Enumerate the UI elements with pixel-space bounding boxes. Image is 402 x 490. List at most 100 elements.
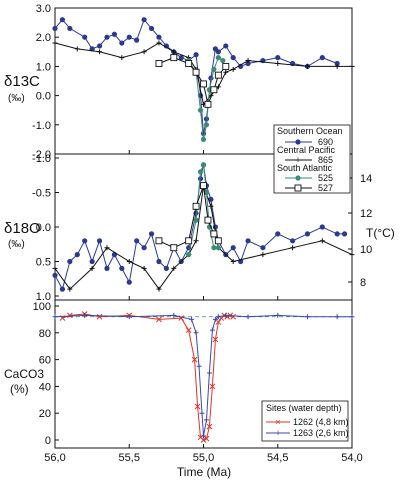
legend-marker-865: +	[295, 155, 300, 165]
data-point-527	[200, 80, 207, 88]
y-tick-label: 3.0	[36, 3, 51, 15]
series-line-1263	[54, 314, 352, 437]
legend-label-690: 690	[318, 137, 333, 147]
data-point-865	[74, 46, 80, 52]
data-point-690	[238, 63, 244, 69]
data-point-690	[119, 40, 125, 46]
panel-d13c: 3.0 2.0 1.0 0.0 -1.0 -2.0 δ13C (‰)	[4, 3, 355, 161]
data-point-690	[197, 176, 204, 182]
data-point-690	[208, 196, 214, 202]
data-point-865	[67, 286, 73, 292]
legend-marker-527	[294, 184, 302, 192]
data-point-1262	[206, 423, 213, 430]
data-point-527	[210, 86, 218, 94]
temperature-axis-label: T(°C)	[366, 226, 395, 240]
data-point-525	[215, 245, 221, 251]
x-tick-label: 56,0	[44, 452, 65, 464]
y2-tick-label: 10	[360, 244, 372, 256]
caco3-axis-label: CaCO3	[4, 367, 44, 381]
data-point-1262	[200, 437, 207, 443]
data-point-525	[200, 136, 207, 142]
d18o-axis-unit: (‰)	[8, 239, 25, 250]
data-point-865	[193, 238, 199, 244]
isotope-legend-box	[273, 124, 351, 194]
data-point-527	[204, 216, 212, 224]
data-point-527	[222, 62, 230, 70]
data-point-690	[67, 25, 73, 32]
data-point-690	[126, 279, 132, 285]
data-point-527	[155, 60, 163, 67]
data-point-690	[148, 25, 155, 32]
data-point-1262	[156, 316, 162, 323]
data-point-1262	[96, 313, 103, 320]
data-point-690	[215, 49, 221, 55]
panel-d18o: -1.0 -0.5 0.0 0.5 1.0 8 10 12 14 δ18O (‰) T(°C)	[4, 153, 395, 303]
data-point-865	[171, 265, 177, 271]
data-point-690	[156, 258, 162, 265]
data-point-690	[178, 55, 184, 61]
data-point-1262	[185, 327, 192, 333]
data-point-1262	[191, 356, 198, 363]
y-tick-label: 2.0	[36, 32, 51, 44]
legend-label-865: 865	[318, 155, 333, 165]
sites-legend-box	[261, 400, 349, 442]
panel-d18o-axis: -1.0 -0.5 0.0 0.5 1.0 8 10 12 14	[32, 153, 372, 303]
y-tick-label: -1.0	[32, 153, 51, 165]
data-point-1262	[203, 435, 210, 442]
data-point-1262	[209, 383, 216, 390]
data-point-690	[245, 238, 251, 244]
data-point-525	[200, 162, 207, 168]
x-tick-label: 55,0	[193, 452, 214, 464]
data-point-1263	[275, 312, 281, 318]
data-point-525	[215, 55, 221, 61]
data-point-865	[349, 252, 355, 258]
legend-marker-690	[295, 139, 301, 145]
y-tick-label: 0.5	[36, 257, 51, 269]
data-point-1263	[223, 312, 229, 318]
data-point-1262	[215, 319, 222, 325]
data-point-1263	[199, 410, 205, 416]
y-tick-label: 0.0	[36, 222, 51, 234]
y-tick-label: 40	[39, 381, 51, 393]
panel-caco3-series	[52, 311, 355, 443]
legend-label-525: 525	[318, 173, 333, 183]
legend-group-south-atlantic: South Atlantic	[277, 163, 333, 173]
data-point-690	[141, 245, 147, 251]
data-point-690	[111, 31, 117, 37]
data-point-865	[223, 69, 229, 75]
data-point-690	[104, 265, 110, 271]
data-point-527	[204, 100, 212, 108]
data-point-865	[304, 63, 310, 69]
data-point-1263	[334, 314, 340, 320]
panel-d13c-axis: 3.0 2.0 1.0 0.0 -1.0 -2.0	[32, 3, 353, 161]
panel-d13c-series	[52, 17, 355, 142]
data-point-527	[200, 182, 207, 190]
data-point-690	[59, 286, 66, 292]
y-tick-label: 0.0	[36, 91, 51, 103]
data-point-865	[171, 49, 177, 55]
data-point-1262	[194, 403, 201, 410]
data-point-527	[170, 244, 178, 252]
data-point-525	[197, 107, 204, 113]
data-point-690	[134, 238, 140, 244]
data-point-690	[334, 60, 340, 67]
data-point-1263	[201, 433, 206, 439]
data-point-527	[185, 237, 193, 245]
y-tick-label: 1.0	[36, 61, 51, 73]
data-point-1262	[230, 313, 237, 320]
data-point-525	[193, 217, 199, 223]
data-point-525	[186, 252, 192, 258]
data-point-865	[52, 265, 58, 271]
y-tick-label: -0.5	[32, 188, 51, 200]
x-tick-label: 55,5	[119, 452, 140, 464]
data-point-525	[197, 169, 204, 175]
data-point-690	[52, 272, 58, 278]
x-axis-label: Time (Ma)	[177, 465, 231, 479]
data-point-690	[82, 34, 88, 40]
data-point-1263	[193, 330, 199, 336]
legend-group-southern-ocean: Southern Ocean	[277, 126, 343, 136]
y2-tick-label: 12	[360, 208, 372, 220]
data-point-690	[319, 224, 325, 230]
data-point-527	[192, 68, 200, 76]
data-point-865	[52, 40, 58, 46]
